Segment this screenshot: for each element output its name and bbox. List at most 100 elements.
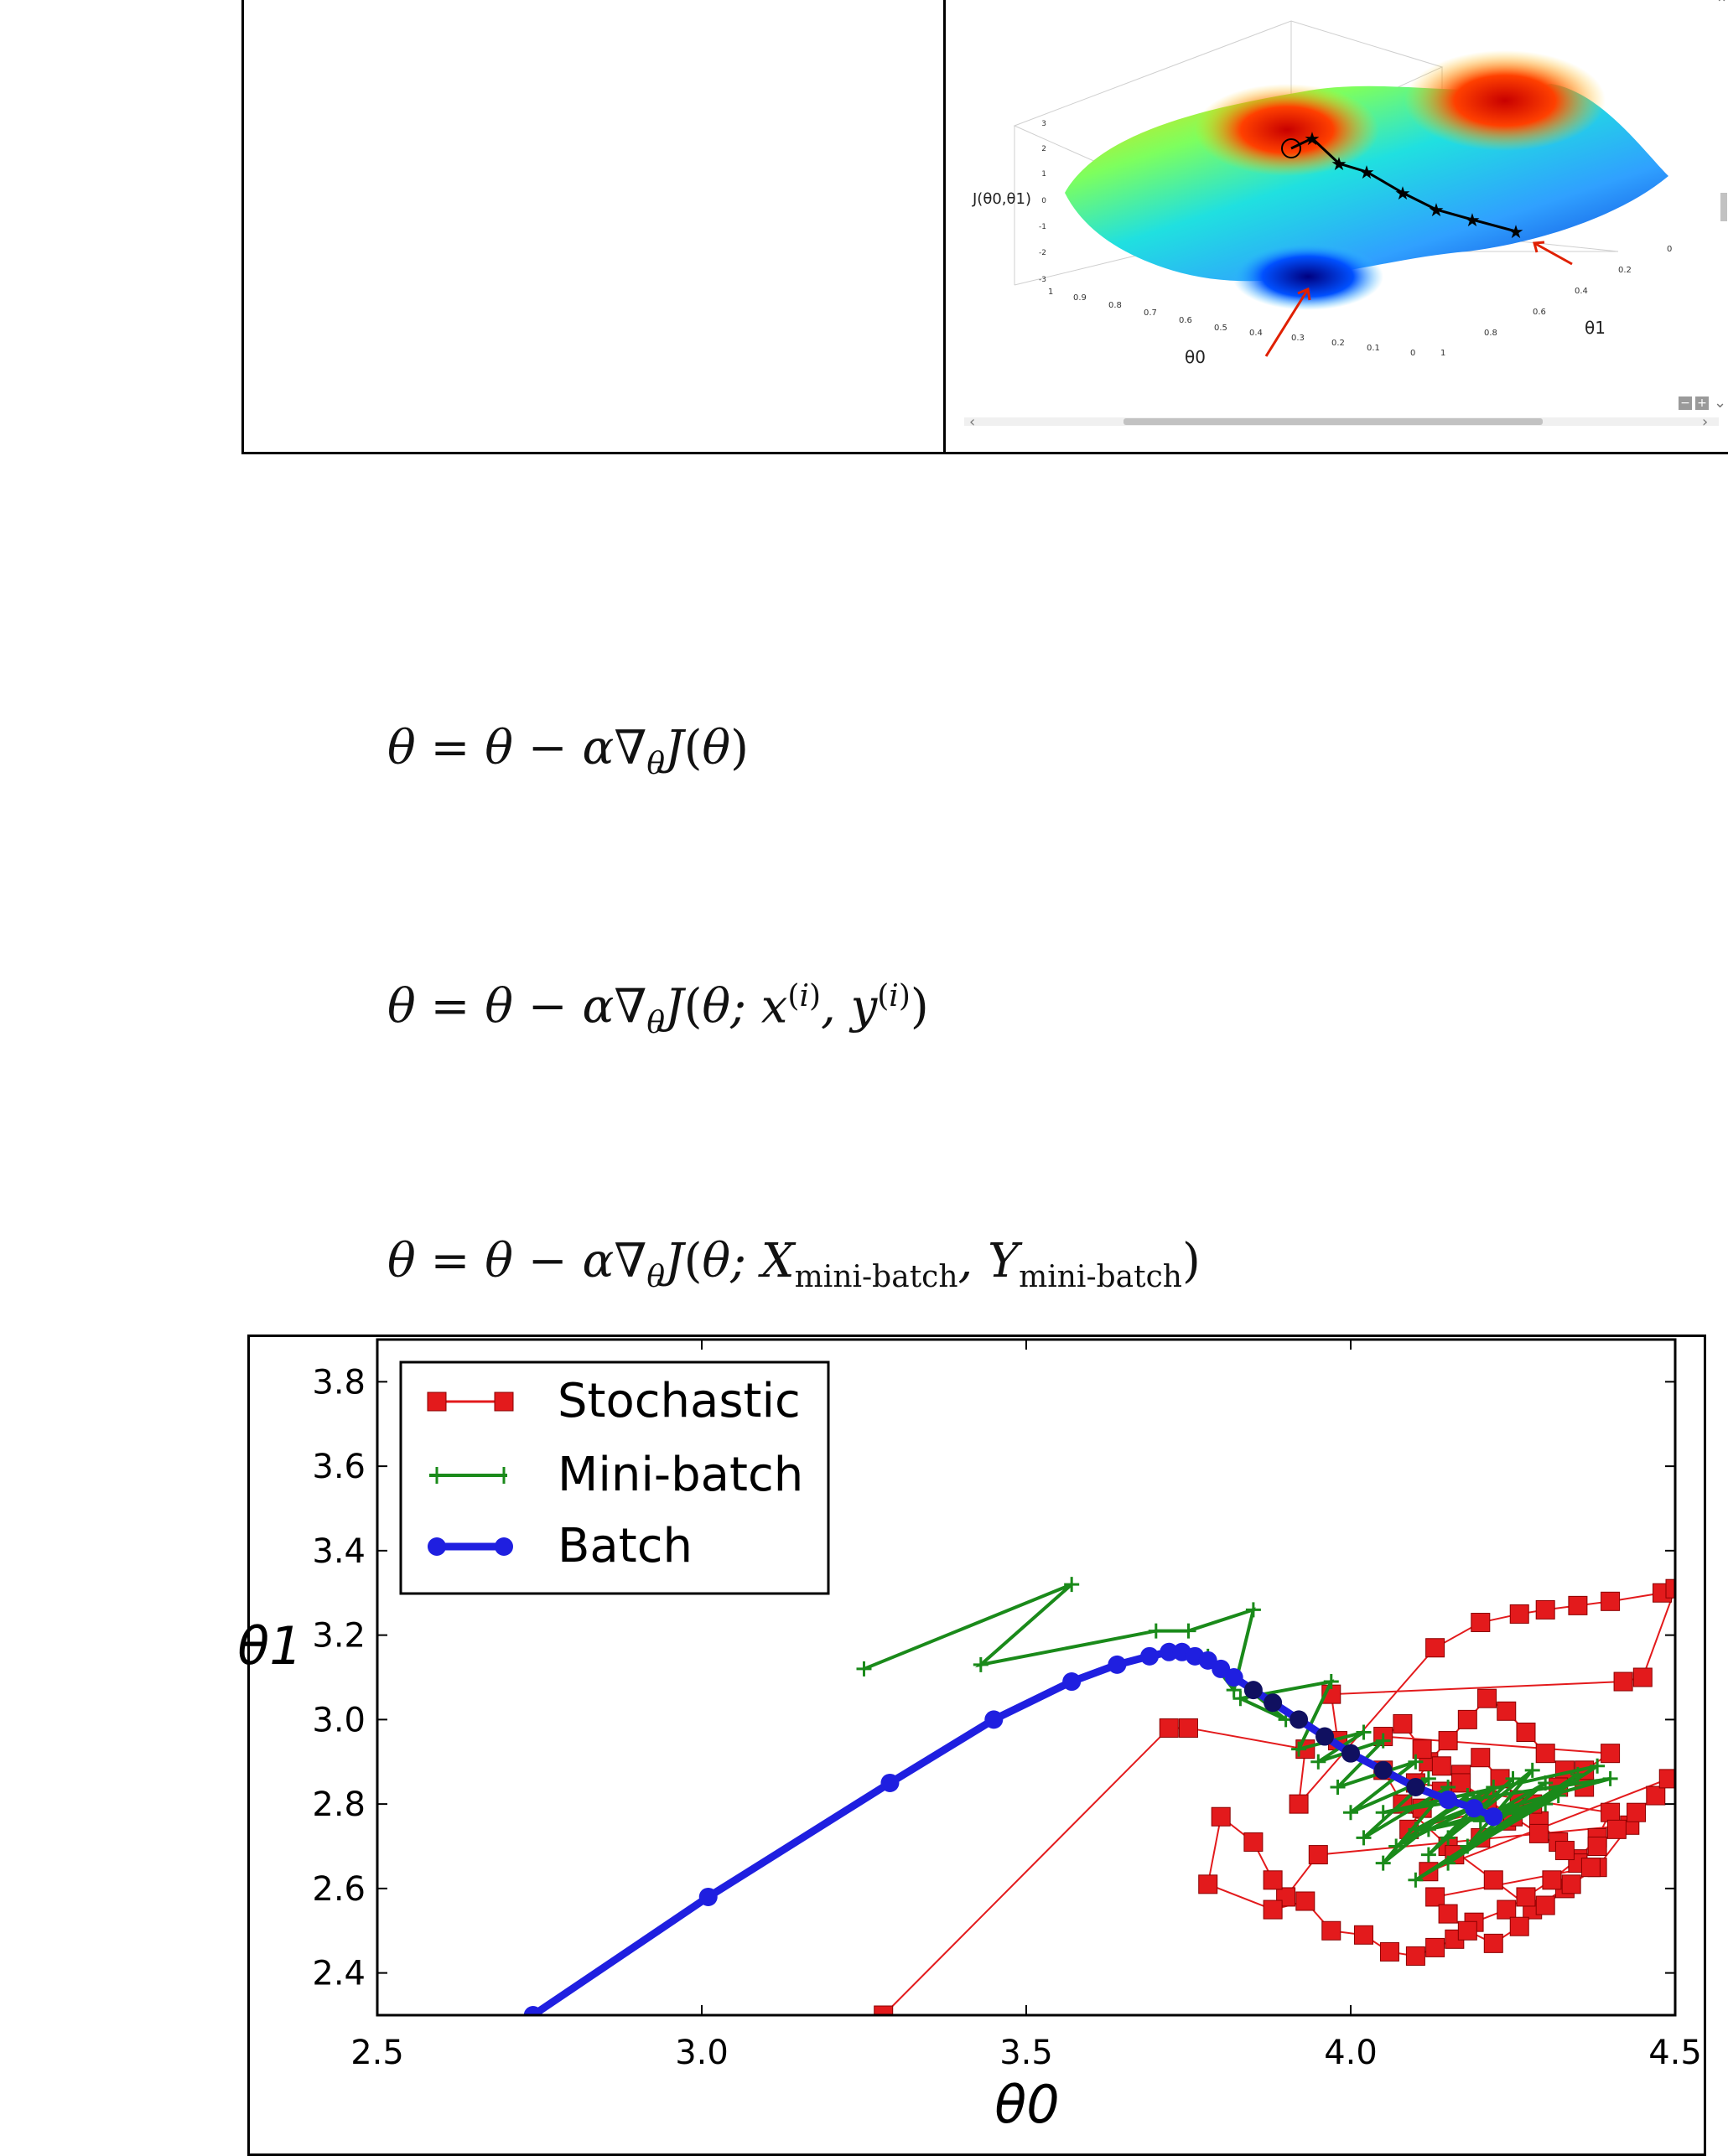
data-point: [1379, 1941, 1399, 1962]
data-point: [1140, 1646, 1160, 1666]
data-point: [1606, 1819, 1627, 1839]
data-point: [1263, 1870, 1283, 1890]
data-point: [1484, 1807, 1503, 1827]
data-point: [1509, 1916, 1529, 1936]
data-point: [1224, 1668, 1243, 1687]
y-tick-label: 3.8: [312, 1363, 366, 1402]
data-point: [1232, 1691, 1248, 1707]
data-point: [1538, 1796, 1554, 1812]
x-tick-label: 4.0: [1324, 2034, 1378, 2072]
data-point: [1439, 1791, 1458, 1810]
svg-text:0.9: 0.9: [1073, 293, 1087, 303]
data-point: [1554, 1841, 1575, 1861]
y-tick-label: 2.6: [312, 1870, 366, 1909]
zoom-in-button[interactable]: +: [1695, 396, 1709, 410]
data-point: [1613, 1671, 1633, 1692]
data-point: [1497, 1701, 1517, 1721]
svg-text:0: 0: [1410, 349, 1415, 358]
svg-text:-1: -1: [1039, 223, 1046, 231]
data-point: [1353, 1925, 1373, 1945]
data-point: [1460, 1788, 1476, 1804]
scroll-up-icon[interactable]: ⌃: [1715, 0, 1728, 13]
svg-text:0.6: 0.6: [1179, 316, 1192, 325]
series-batch: [523, 1642, 1503, 2015]
svg-text:★: ★: [1331, 154, 1347, 175]
data-point: [1509, 1604, 1529, 1624]
svg-text:★: ★: [1507, 222, 1524, 243]
x-tick-label: 3.5: [999, 2034, 1053, 2072]
data-point: [1323, 1674, 1339, 1690]
table-top: [241, 0, 1728, 454]
svg-text:★: ★: [1428, 200, 1445, 221]
svg-text:★: ★: [1464, 210, 1481, 231]
svg-text:0.8: 0.8: [1484, 329, 1497, 338]
data-point: [1295, 1891, 1315, 1911]
data-point: [1580, 1858, 1601, 1878]
vertical-scroll-thumb[interactable]: [1720, 193, 1727, 221]
data-point: [1486, 1779, 1502, 1795]
data-point: [1289, 1794, 1309, 1814]
data-point: [1405, 1946, 1425, 1966]
data-point: [1290, 1710, 1309, 1729]
legend-label-stochastic: Stochastic: [558, 1374, 801, 1428]
data-point: [1438, 1731, 1458, 1751]
data-point: [1375, 1733, 1391, 1749]
surface-z-ticks: 3 2 1 0 -1 -2 -3: [1039, 120, 1046, 284]
data-point: [1535, 1744, 1555, 1764]
data-point: [1243, 1681, 1263, 1700]
data-point: [1375, 1805, 1391, 1821]
svg-text:0: 0: [1667, 245, 1672, 254]
data-point: [1538, 1775, 1554, 1791]
svg-text:-2: -2: [1039, 249, 1046, 257]
scroll-right-icon[interactable]: ›: [1702, 413, 1709, 431]
data-point: [1373, 1760, 1393, 1780]
horizontal-scrollbar[interactable]: [964, 417, 1719, 426]
data-point: [1601, 1591, 1621, 1611]
legend-label-mini-batch: Mini-batch: [558, 1448, 803, 1502]
data-point: [1646, 1785, 1666, 1806]
data-point: [1291, 1741, 1307, 1757]
data-point: [1425, 1638, 1445, 1658]
data-point: [1658, 1769, 1675, 1789]
data-point: [1627, 1802, 1647, 1822]
svg-text:0.4: 0.4: [1575, 287, 1588, 296]
svg-text:1: 1: [1440, 349, 1445, 358]
data-point: [1568, 1595, 1588, 1615]
data-point: [1062, 1672, 1082, 1692]
data-point: [1471, 1613, 1491, 1633]
data-point: [1393, 1713, 1413, 1734]
data-point: [1198, 1874, 1218, 1894]
data-point: [1542, 1870, 1562, 1890]
series-stochastic: [874, 1578, 1675, 2015]
data-point: [1420, 1822, 1436, 1837]
data-point: [1148, 1623, 1164, 1639]
data-point: [1330, 1779, 1346, 1795]
data-point: [1343, 1805, 1358, 1821]
data-point: [1356, 1830, 1372, 1846]
svg-text:0.7: 0.7: [1144, 308, 1157, 318]
y-tick-label: 3.6: [312, 1448, 366, 1486]
data-point: [1471, 1748, 1491, 1768]
equation-batch: θ = θ − α∇θJ(θ): [387, 721, 749, 782]
scroll-down-icon[interactable]: ⌄: [1714, 394, 1727, 412]
data-point: [1245, 1602, 1261, 1618]
horizontal-scroll-thumb[interactable]: [1123, 418, 1543, 425]
x-axis-label: θ0: [994, 2074, 1059, 2134]
scroll-left-icon[interactable]: ‹: [969, 413, 976, 431]
data-point: [1243, 1832, 1264, 1852]
surface-xlabel: θ0: [1185, 347, 1206, 367]
svg-text:0.8: 0.8: [1108, 301, 1122, 310]
data-point: [984, 1710, 1004, 1729]
data-point: [1263, 1899, 1283, 1920]
legend-stochastic: Stochastic: [427, 1374, 801, 1428]
x-tick-label: 2.5: [350, 2034, 404, 2072]
y-tick-label: 2.8: [312, 1785, 366, 1824]
data-point: [1438, 1904, 1458, 1924]
data-point: [1264, 1693, 1283, 1713]
y-tick-label: 3.0: [312, 1701, 366, 1739]
data-point: [1181, 1623, 1196, 1639]
data-point: [1601, 1744, 1621, 1764]
zoom-out-button[interactable]: −: [1679, 396, 1692, 410]
svg-text:0.4: 0.4: [1249, 329, 1263, 338]
svg-text:0: 0: [1041, 197, 1046, 205]
